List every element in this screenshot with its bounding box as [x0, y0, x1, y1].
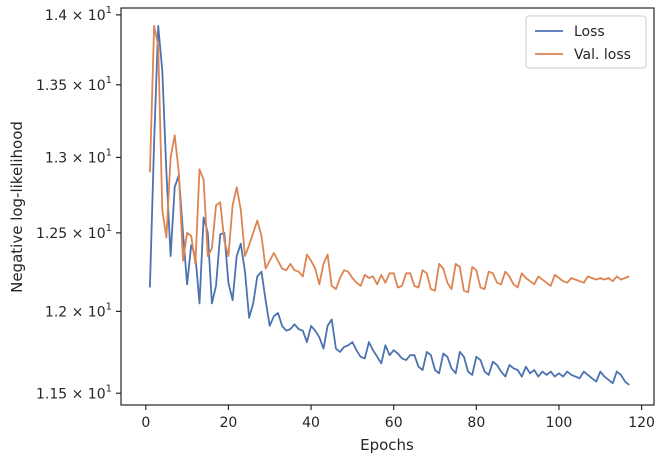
y-axis-ticks: 1.15 × 101 1.2 × 101 1.25 × 101 1.3 × 101 1.…: [36, 5, 121, 402]
y-tick-label: 1.3 × 101: [45, 147, 112, 166]
legend-label-val-loss: Val. loss: [574, 47, 631, 63]
x-tick-label: 120: [628, 415, 655, 431]
y-tick-label: 1.2 × 101: [45, 301, 112, 320]
x-tick-label: 80: [467, 415, 485, 431]
x-axis-ticks: 0 20 40 60 80 100 120: [141, 405, 655, 431]
x-axis-label: Epochs: [360, 436, 414, 454]
y-tick-label: 1.15 × 101: [36, 383, 112, 402]
series-line-loss: [149, 24, 630, 386]
x-tick-label: 40: [302, 415, 320, 431]
x-tick-label: 100: [546, 415, 573, 431]
y-tick-label: 1.4 × 101: [45, 5, 112, 24]
legend: Loss Val. loss: [525, 15, 647, 69]
legend-label-loss: Loss: [574, 24, 605, 40]
x-tick-label: 60: [385, 415, 403, 431]
y-tick-label: 1.35 × 101: [36, 75, 112, 94]
series-line-val-loss: [149, 24, 630, 294]
y-axis-label: Negative log-likelihood: [8, 121, 26, 293]
y-tick-label: 1.25 × 101: [36, 223, 112, 242]
series-lines: [149, 24, 630, 386]
plot-frame: [120, 7, 655, 406]
legend-box: [525, 15, 647, 69]
x-tick-label: 20: [220, 415, 238, 431]
x-tick-label: 0: [141, 415, 150, 431]
